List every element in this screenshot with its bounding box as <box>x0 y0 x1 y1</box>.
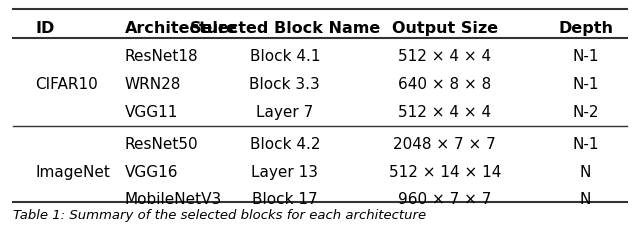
Text: VGG11: VGG11 <box>125 105 178 119</box>
Text: N: N <box>580 192 591 207</box>
Text: N: N <box>580 165 591 179</box>
Text: N-1: N-1 <box>572 137 599 152</box>
Text: ResNet50: ResNet50 <box>125 137 198 152</box>
Text: N-1: N-1 <box>572 49 599 64</box>
Text: N-2: N-2 <box>572 105 599 119</box>
Text: N-1: N-1 <box>572 77 599 92</box>
Text: 960 × 7 × 7: 960 × 7 × 7 <box>398 192 492 207</box>
Text: 2048 × 7 × 7: 2048 × 7 × 7 <box>394 137 496 152</box>
Text: VGG16: VGG16 <box>125 165 179 179</box>
Text: Architecture: Architecture <box>125 21 238 36</box>
Text: Output Size: Output Size <box>392 21 498 36</box>
Text: Block 4.1: Block 4.1 <box>250 49 320 64</box>
Text: Block 3.3: Block 3.3 <box>250 77 320 92</box>
Text: Table 1: Summary of the selected blocks for each architecture: Table 1: Summary of the selected blocks … <box>13 209 426 222</box>
Text: ID: ID <box>35 21 54 36</box>
Text: ImageNet: ImageNet <box>35 165 110 179</box>
Text: Layer 13: Layer 13 <box>252 165 318 179</box>
Text: WRN28: WRN28 <box>125 77 181 92</box>
Text: MobileNetV3: MobileNetV3 <box>125 192 222 207</box>
Text: Layer 7: Layer 7 <box>256 105 314 119</box>
Text: 512 × 14 × 14: 512 × 14 × 14 <box>388 165 501 179</box>
Text: Block 4.2: Block 4.2 <box>250 137 320 152</box>
Text: CIFAR10: CIFAR10 <box>35 77 98 92</box>
Text: 512 × 4 × 4: 512 × 4 × 4 <box>398 105 492 119</box>
Text: Selected Block Name: Selected Block Name <box>189 21 380 36</box>
Text: Depth: Depth <box>558 21 613 36</box>
Text: 512 × 4 × 4: 512 × 4 × 4 <box>398 49 492 64</box>
Text: ResNet18: ResNet18 <box>125 49 198 64</box>
Text: Block 17: Block 17 <box>252 192 317 207</box>
Text: 640 × 8 × 8: 640 × 8 × 8 <box>398 77 492 92</box>
